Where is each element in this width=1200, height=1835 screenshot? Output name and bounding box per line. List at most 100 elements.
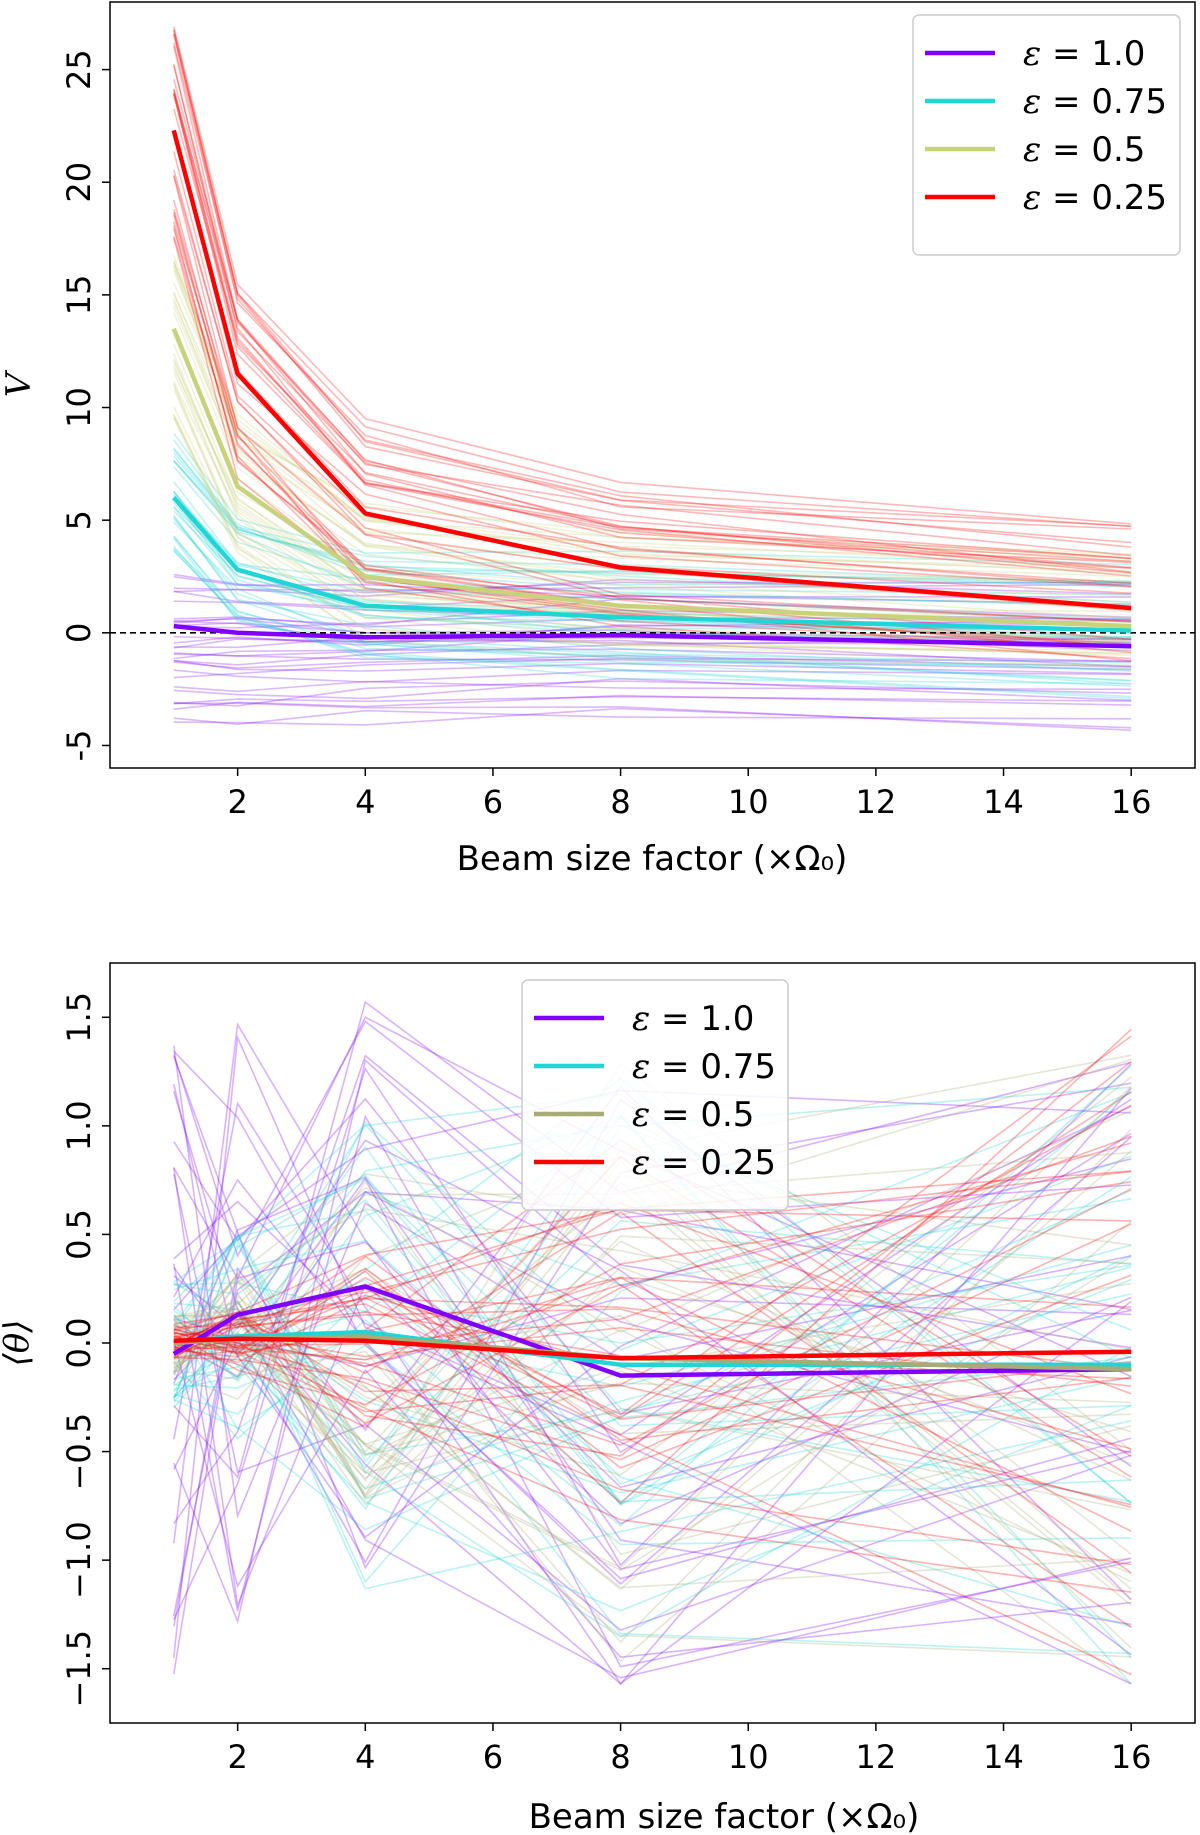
top-x-tick-label: 4: [355, 783, 375, 821]
bottom-realisation-line-s2: [173, 1282, 1132, 1446]
top-legend-label-s0: ε = 1.0: [1023, 34, 1145, 74]
top-realisation-line-s2: [173, 371, 1132, 652]
top-realisation-line-s1: [173, 510, 1132, 630]
bottom-realisation-line-s0: [173, 1022, 1132, 1571]
bottom-realisation-line-s1: [173, 1282, 1132, 1655]
bottom-legend-equals: =: [650, 1143, 700, 1183]
bottom-realisation-line-s1: [173, 1282, 1132, 1494]
top-mean-line-s0: [173, 623, 1132, 649]
bottom-legend-value: 1.0: [700, 999, 754, 1039]
top-legend-value: 0.25: [1091, 178, 1167, 218]
bottom-realisation-line-s1: [173, 1145, 1132, 1506]
top-realisation-line-s3: [173, 30, 1132, 544]
top-realisation-line-s0: [173, 707, 1132, 729]
top-mean-line-s1: [172, 496, 1132, 633]
top-realisation-line-s0: [173, 583, 1132, 592]
top-realisation-line-s1: [173, 455, 1132, 586]
top-realisation-line-s0: [173, 702, 1132, 731]
top-realisation-line-s3: [173, 34, 1132, 527]
bottom-x-tick-label: 8: [610, 1738, 630, 1776]
bottom-x-tick-label: 2: [227, 1738, 247, 1776]
top-realisation-line-s2: [173, 353, 1132, 642]
bottom-realisation-line-s0: [173, 1312, 1132, 1679]
top-chart-panel: 2 4 6 8 10 12 14 16 -5 0 5 10 15 20 25 Beam size fact…: [0, 1, 1196, 879]
bottom-legend-equals: =: [650, 999, 700, 1039]
bottom-realisation-line-s0: [173, 1101, 1132, 1685]
top-realisation-line-s3: [173, 88, 1132, 585]
bottom-realisation-line-s3: [173, 1283, 1132, 1628]
top-x-tick-label: 8: [610, 783, 630, 821]
top-legend-equals: =: [1041, 178, 1091, 218]
bottom-realisation-line-s0: [173, 1191, 1132, 1378]
bottom-realisation-line-s1: [173, 1093, 1132, 1504]
bottom-realisation-line-s0: [173, 1084, 1132, 1539]
top-realisation-line-s2: [173, 360, 1132, 613]
top-x-tick-label: 10: [728, 783, 769, 821]
top-realisation-line-s1: [173, 495, 1132, 638]
bottom-realisation-line-s0: [173, 1045, 1132, 1520]
top-realisation-line-s0: [173, 598, 1132, 626]
top-realisation-line-s2: [173, 255, 1132, 562]
bottom-realisation-line-s0: [173, 1087, 1132, 1686]
top-plot-frame: [109, 1, 1196, 769]
bottom-legend: ε = 1.0ε = 0.75ε = 0.5ε = 0.25: [521, 979, 789, 1211]
bottom-realisation-line-s0: [173, 1167, 1132, 1609]
top-legend-symbol: ε: [1023, 82, 1041, 122]
top-realisation-line-s0: [173, 653, 1132, 671]
top-realisation-line-s1: [173, 521, 1132, 670]
bottom-x-tick-label: 10: [728, 1738, 769, 1776]
bottom-realisation-line-s3: [173, 1303, 1132, 1676]
bottom-realisation-line-s0: [173, 1016, 1132, 1675]
top-realisation-line-s3: [173, 94, 1132, 577]
bottom-x-tick-label: 4: [355, 1738, 375, 1776]
bottom-realisation-line-s2: [173, 1054, 1132, 1496]
top-realisation-line-s1: [173, 538, 1132, 682]
bottom-x-tick-label: 6: [483, 1738, 503, 1776]
top-realisation-line-s1: [173, 515, 1132, 672]
top-realisation-line-s3: [173, 169, 1132, 623]
top-y-axis-label: V: [0, 369, 39, 397]
bottom-realisation-line-s1: [173, 1178, 1132, 1427]
top-x-tick-label: 6: [483, 783, 503, 821]
top-realisation-line-s3: [173, 29, 1132, 528]
bottom-y-tick-label: −1.5: [60, 1630, 98, 1708]
top-realisation-line-s3: [173, 151, 1132, 594]
top-y-tick-label: -5: [60, 730, 98, 762]
bottom-realisation-line-s3: [173, 1170, 1132, 1348]
bottom-realisation-line-s0: [173, 1173, 1132, 1631]
bottom-realisation-line-s0: [173, 1097, 1132, 1415]
bottom-realisation-line-s1: [173, 1120, 1132, 1391]
top-y-tick-label: 20: [60, 162, 98, 203]
top-realisation-line-s2: [173, 270, 1132, 583]
top-legend-label-s3: ε = 0.25: [1023, 178, 1167, 218]
top-realisation-line-s1: [173, 439, 1132, 603]
top-realisation-line-s3: [173, 108, 1132, 569]
top-realisation-line-s0: [173, 709, 1132, 726]
top-realisation-line-s0: [173, 669, 1132, 683]
bottom-legend-symbol: ε: [632, 1095, 650, 1135]
bottom-realisation-line-s3: [173, 1223, 1132, 1461]
bottom-realisation-line-s1: [173, 1318, 1132, 1546]
bottom-legend-symbol: ε: [632, 1047, 650, 1087]
bottom-realisation-line-s2: [173, 1208, 1132, 1374]
bottom-realisation-line-s0: [173, 1098, 1132, 1564]
top-realisation-line-s2: [173, 414, 1132, 667]
top-realisation-line-s2: [173, 414, 1132, 654]
top-realisation-line-s3: [173, 235, 1132, 645]
bottom-y-axis-label: ⟨θ⟩: [0, 1320, 37, 1367]
top-legend-equals: =: [1041, 34, 1091, 74]
top-legend-symbol: ε: [1023, 34, 1041, 74]
bottom-legend-box: [521, 979, 789, 1211]
top-realisation-line-s1: [173, 466, 1132, 608]
bottom-realisation-line-s1: [173, 1238, 1132, 1500]
bottom-realisation-line-s0: [173, 1034, 1132, 1685]
top-legend-symbol: ε: [1023, 130, 1041, 170]
bottom-realisation-line-s2: [173, 1341, 1132, 1589]
top-x-tick-label: 12: [856, 783, 897, 821]
bottom-y-tick-label: 1.5: [60, 992, 98, 1043]
top-realisation-line-s2: [173, 364, 1132, 646]
bottom-realisation-line-s3: [173, 1180, 1132, 1406]
bottom-realisation-line-s3: [173, 1209, 1132, 1331]
top-realisation-line-s2: [173, 297, 1132, 604]
top-mean-line-s2: [171, 327, 1132, 629]
